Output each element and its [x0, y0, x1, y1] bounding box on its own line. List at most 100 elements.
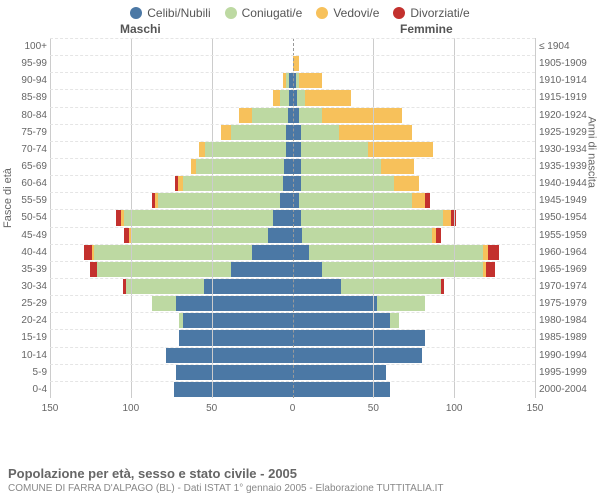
birth-year-label: 1940-1944 [539, 178, 597, 189]
bar-male [179, 330, 292, 345]
gridline-horizontal [50, 295, 535, 296]
bar-segment [124, 210, 273, 225]
bar-segment [301, 125, 340, 140]
bar-segment [176, 296, 292, 311]
population-pyramid-chart: Celibi/NubiliConiugati/eVedovi/eDivorzia… [0, 0, 600, 500]
bar-male [152, 296, 293, 311]
legend-item: Celibi/Nubili [130, 6, 210, 20]
bar-segment [339, 125, 412, 140]
gridline-horizontal [50, 38, 535, 39]
gridline-horizontal [50, 89, 535, 90]
gridline-horizontal [50, 107, 535, 108]
gridline-horizontal [50, 244, 535, 245]
bar-segment [176, 365, 292, 380]
bar-male [191, 159, 293, 174]
birth-year-label: 1985-1989 [539, 332, 597, 343]
legend-swatch [225, 7, 237, 19]
bar-segment [183, 176, 283, 191]
bar-segment [126, 279, 204, 294]
x-tick-label: 150 [42, 403, 59, 414]
bar-female [293, 313, 400, 328]
bar-female [293, 159, 414, 174]
gridline-horizontal [50, 175, 535, 176]
birth-year-label: 1935-1939 [539, 161, 597, 172]
bar-segment [305, 90, 350, 105]
birth-year-label: 2000-2004 [539, 384, 597, 395]
legend-swatch [130, 7, 142, 19]
bar-segment [84, 245, 92, 260]
age-label: 60-64 [15, 178, 47, 189]
age-label: 0-4 [15, 384, 47, 395]
bar-female [293, 73, 322, 88]
birth-year-label: 1910-1914 [539, 75, 597, 86]
bar-segment [322, 108, 403, 123]
gridline-horizontal [50, 209, 535, 210]
age-label: 90-94 [15, 75, 47, 86]
bar-female [293, 125, 413, 140]
bar-female [293, 382, 390, 397]
bar-male [273, 90, 292, 105]
gridline-horizontal [50, 381, 535, 382]
bar-female [293, 108, 403, 123]
age-label: 80-84 [15, 110, 47, 121]
age-label: 50-54 [15, 212, 47, 223]
bar-segment [394, 176, 418, 191]
gridline-horizontal [50, 55, 535, 56]
gridline-vertical [50, 38, 51, 398]
bar-segment [299, 108, 322, 123]
bar-segment [221, 125, 231, 140]
bar-male [199, 142, 293, 157]
plot-area: Fasce di età Anni di nascita 100+≤ 19049… [0, 38, 600, 420]
bar-segment [293, 279, 342, 294]
age-label: 35-39 [15, 264, 47, 275]
bar-male [90, 262, 292, 277]
bar-segment [231, 262, 292, 277]
bar-male [283, 73, 293, 88]
bar-segment [293, 228, 303, 243]
birth-year-label: 1950-1954 [539, 212, 597, 223]
legend-item: Coniugati/e [225, 6, 303, 20]
bar-segment [299, 193, 412, 208]
bar-segment [268, 228, 292, 243]
bar-segment [273, 210, 292, 225]
bar-segment [293, 245, 309, 260]
bar-segment [239, 108, 252, 123]
gridline-horizontal [50, 312, 535, 313]
bar-male [123, 279, 293, 294]
x-axis: 15010050050100150 [50, 400, 535, 420]
legend-swatch [393, 7, 405, 19]
y-axis-left-label: Fasce di età [2, 168, 14, 228]
legend-label: Celibi/Nubili [147, 6, 210, 20]
bar-segment [322, 262, 484, 277]
gridline-vertical [373, 38, 374, 398]
bar-segment [390, 313, 400, 328]
age-label: 100+ [15, 41, 47, 52]
bar-segment [293, 125, 301, 140]
age-label: 75-79 [15, 127, 47, 138]
bar-segment [293, 142, 301, 157]
bar-segment [293, 348, 422, 363]
bar-male [124, 228, 292, 243]
gridline-vertical [212, 38, 213, 398]
bar-segment [293, 210, 301, 225]
bar-segment [297, 90, 305, 105]
bar-segment [166, 348, 292, 363]
birth-year-label: 1915-1919 [539, 92, 597, 103]
gridline-vertical [131, 38, 132, 398]
bar-segment [179, 330, 292, 345]
legend-item: Divorziati/e [393, 6, 469, 20]
bar-male [176, 365, 292, 380]
bar-segment [377, 296, 426, 311]
bar-segment [280, 90, 290, 105]
bar-segment [436, 228, 441, 243]
gridline-horizontal [50, 278, 535, 279]
gridline-horizontal [50, 364, 535, 365]
bar-female [293, 330, 426, 345]
birth-year-label: 1920-1924 [539, 110, 597, 121]
bar-segment [293, 330, 426, 345]
birth-year-label: 1995-1999 [539, 367, 597, 378]
bar-female [293, 228, 442, 243]
bar-segment [443, 210, 451, 225]
bar-male [221, 125, 292, 140]
footer-subtitle: COMUNE DI FARRA D'ALPAGO (BL) - Dati IST… [8, 483, 592, 494]
